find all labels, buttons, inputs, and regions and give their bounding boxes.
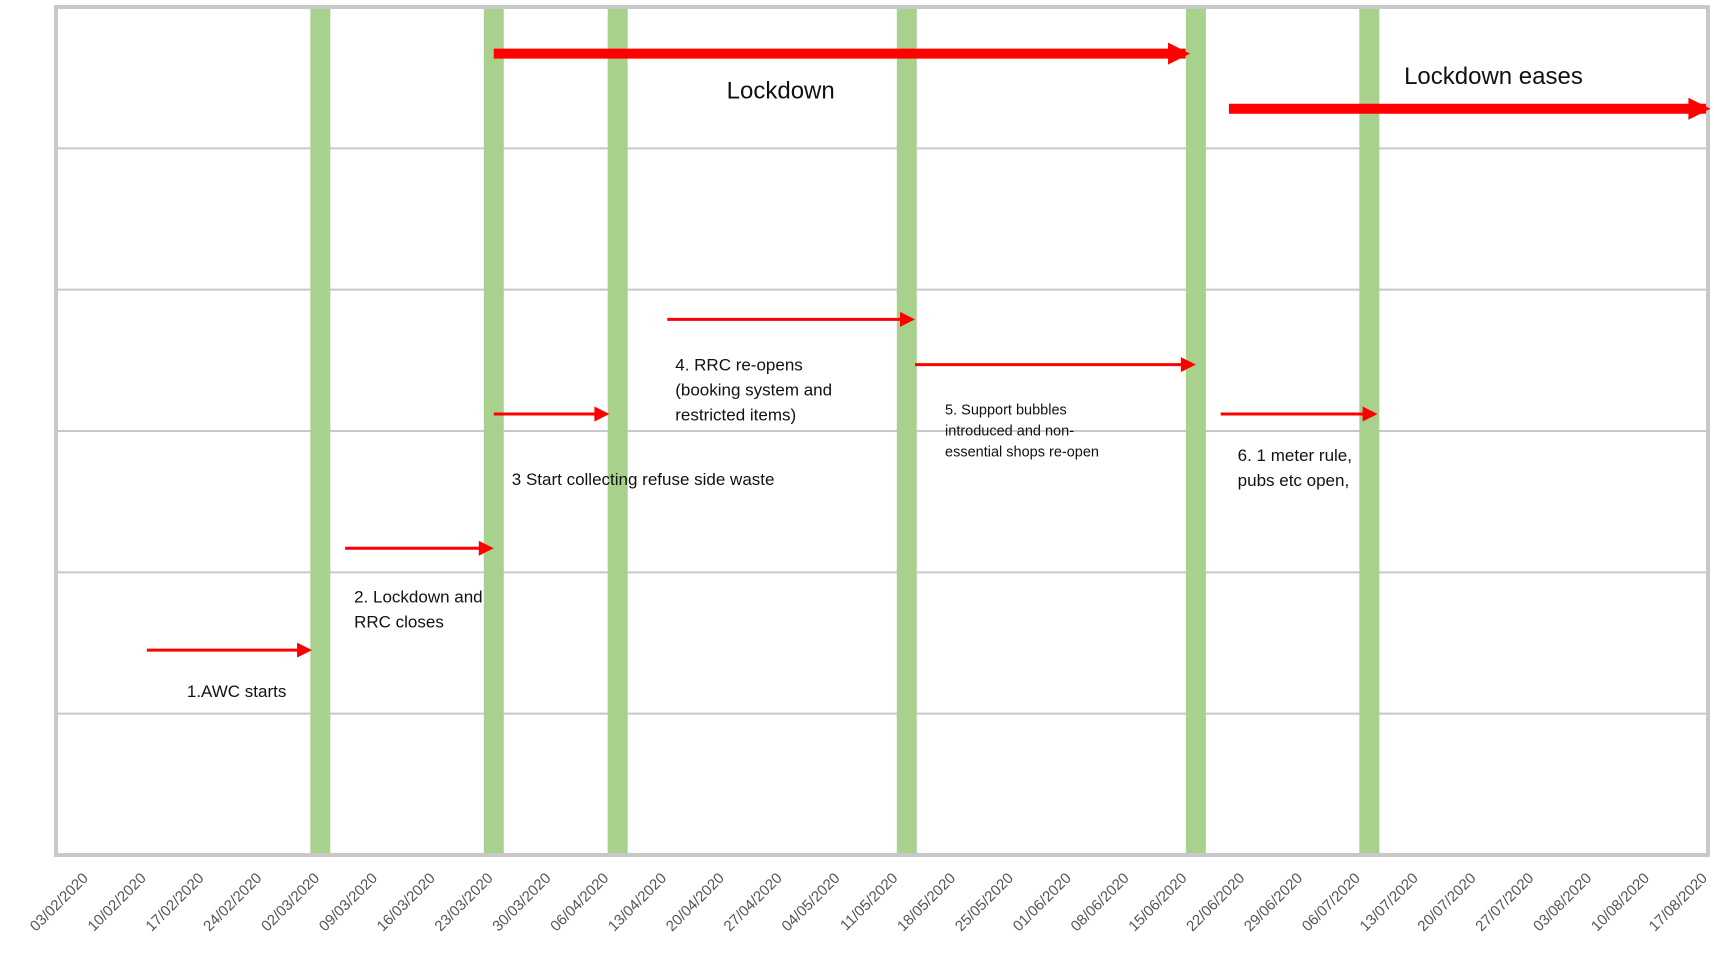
milestone-marker — [1185, 7, 1206, 855]
event-label-line: 3 Start collecting refuse side waste — [512, 470, 775, 489]
x-tick-label: 10/08/2020 — [1588, 870, 1653, 935]
x-tick-label: 17/08/2020 — [1646, 870, 1711, 935]
event-label: 6. 1 meter rule, pubs etc open, — [1238, 446, 1352, 490]
x-tick-label: 20/04/2020 — [663, 870, 728, 935]
x-tick-label: 29/06/2020 — [1241, 870, 1306, 935]
plot-frame — [54, 5, 1710, 857]
x-tick-label: 15/06/2020 — [1125, 870, 1190, 935]
milestone-marker — [483, 7, 504, 855]
event-label-line: introduced and non- — [945, 424, 1074, 440]
event-label-line: essential shops re-open — [945, 445, 1099, 461]
x-tick-label: 25/05/2020 — [952, 870, 1017, 935]
period-label: Lockdown eases — [1404, 63, 1583, 90]
x-tick-label: 03/08/2020 — [1530, 870, 1595, 935]
event-label-line: pubs etc open, — [1238, 471, 1350, 490]
x-tick-label: 16/03/2020 — [374, 870, 439, 935]
event-label: 2. Lockdown and RRC closes — [354, 587, 483, 631]
x-tick-label: 03/02/2020 — [27, 870, 92, 935]
x-tick-label: 10/02/2020 — [85, 870, 150, 935]
x-tick-label: 22/06/2020 — [1183, 870, 1248, 935]
x-tick-label: 04/05/2020 — [778, 870, 843, 935]
milestone-marker — [607, 7, 628, 855]
event-label: 1.AWC starts — [187, 682, 286, 701]
x-tick-label: 11/05/2020 — [837, 870, 901, 934]
x-tick-label: 06/04/2020 — [547, 870, 612, 935]
x-tick-label: 09/03/2020 — [316, 870, 381, 935]
milestone-marker — [310, 7, 331, 855]
event-label-line: 6. 1 meter rule, — [1238, 446, 1352, 465]
x-tick-label: 02/03/2020 — [258, 870, 323, 935]
milestone-marker — [1359, 7, 1380, 855]
event-label-line: 4. RRC re-opens — [675, 355, 803, 374]
x-tick-label: 30/03/2020 — [489, 870, 554, 935]
x-tick-label: 24/02/2020 — [200, 870, 265, 935]
x-tick-label: 01/06/2020 — [1010, 870, 1075, 935]
milestone-marker — [896, 7, 917, 855]
event-label-line: 1.AWC starts — [187, 682, 286, 701]
period-label: Lockdown — [727, 78, 835, 105]
x-tick-label: 27/07/2020 — [1472, 870, 1537, 935]
x-tick-label: 06/07/2020 — [1299, 870, 1364, 935]
event-label-line: 2. Lockdown and — [354, 587, 483, 606]
event-label-line: (booking system and — [675, 380, 832, 399]
event-label: 5. Support bubbles introduced and non-ess… — [945, 403, 1099, 461]
x-tick-label: 17/02/2020 — [142, 870, 207, 935]
x-tick-label: 18/05/2020 — [894, 870, 959, 935]
event-label-line: RRC closes — [354, 612, 444, 631]
event-label: 3 Start collecting refuse side waste — [512, 470, 775, 489]
x-tick-label: 20/07/2020 — [1414, 870, 1479, 935]
event-label: 4. RRC re-opens (booking system and restri… — [675, 355, 832, 424]
x-tick-label: 13/07/2020 — [1357, 870, 1422, 935]
event-label-line: 5. Support bubbles — [945, 403, 1067, 419]
x-tick-label: 27/04/2020 — [721, 870, 786, 935]
x-tick-label: 08/06/2020 — [1068, 870, 1133, 935]
x-tick-label: 23/03/2020 — [431, 870, 496, 935]
event-label-line: restricted items) — [675, 405, 796, 424]
x-tick-label: 13/04/2020 — [605, 870, 670, 935]
